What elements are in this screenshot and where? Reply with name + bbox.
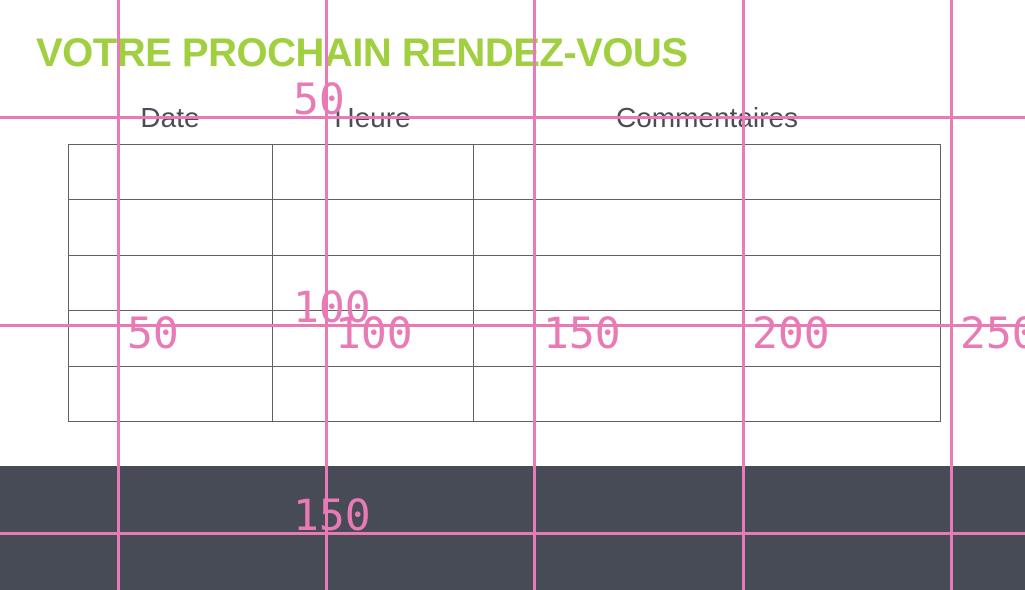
- page-title: VOTRE PROCHAIN RENDEZ-VOUS: [36, 31, 688, 75]
- table-cell: [69, 200, 273, 255]
- table-cell: [69, 366, 273, 422]
- table-row: [69, 311, 940, 367]
- table-cell: [474, 256, 940, 310]
- table-cell: [474, 311, 940, 365]
- table-cell: [69, 311, 273, 366]
- table-cell: [273, 366, 474, 422]
- column-header-date: Date: [140, 102, 200, 133]
- table-header-row: Date Heure Commentaires: [68, 101, 941, 135]
- table-row: [69, 145, 940, 201]
- table-row: [69, 255, 940, 312]
- table-cell: [273, 145, 474, 200]
- table-cell: [474, 200, 940, 254]
- table-row: [69, 366, 940, 422]
- table-cell: [474, 367, 940, 421]
- column-header-heure: Heure: [334, 102, 411, 133]
- table-cell: [474, 145, 940, 199]
- table-row: [69, 200, 940, 256]
- table-cell: [69, 255, 273, 311]
- footer-band: [0, 466, 1025, 590]
- appointments-table: [68, 144, 941, 422]
- table-cell: [69, 145, 273, 200]
- table-cell: [273, 200, 474, 255]
- table-cell: [273, 255, 474, 311]
- table-cell: [273, 311, 474, 366]
- column-header-commentaires: Commentaires: [615, 102, 799, 133]
